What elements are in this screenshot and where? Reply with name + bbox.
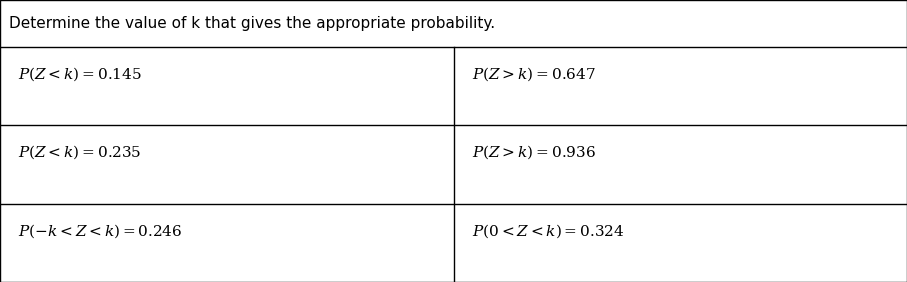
Text: $P(Z > k) =  0.647$: $P(Z > k) = 0.647$: [472, 65, 596, 83]
Text: Determine the value of k that gives the appropriate probability.: Determine the value of k that gives the …: [9, 16, 495, 31]
Text: $P(-k < Z < k) =  0.246$: $P(-k < Z < k) = 0.246$: [18, 222, 182, 240]
Text: $P(Z > k) =  0.936$: $P(Z > k) = 0.936$: [472, 144, 596, 161]
Text: $P(0 < Z < k) =  0.324$: $P(0 < Z < k) = 0.324$: [472, 222, 624, 240]
Text: $P(Z < k) =  0.235$: $P(Z < k) = 0.235$: [18, 144, 141, 161]
Text: $P(Z < k) =  0.145$: $P(Z < k) = 0.145$: [18, 65, 142, 83]
